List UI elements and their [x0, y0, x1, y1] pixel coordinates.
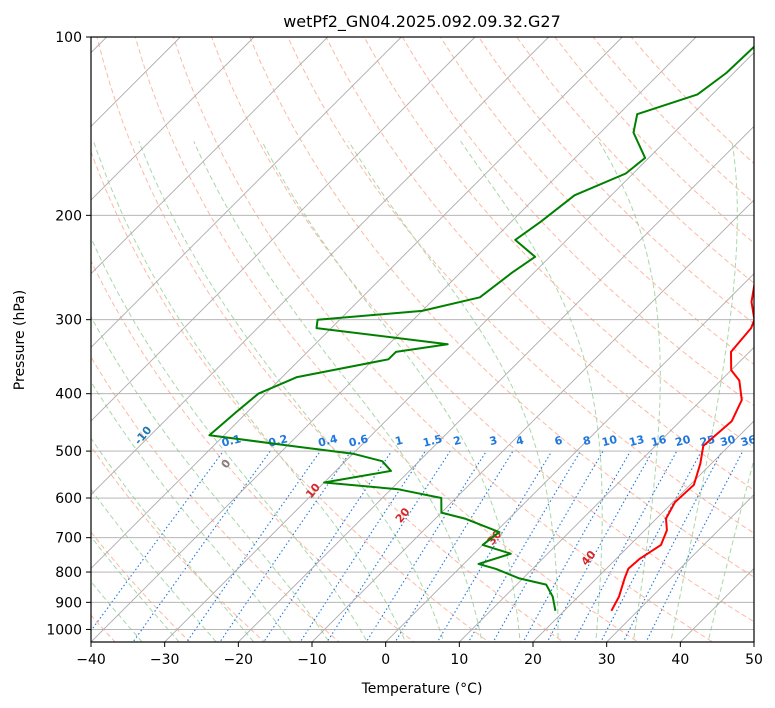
moist-adiabat — [91, 236, 368, 642]
chart-title: wetPf2_GN04.2025.092.09.32.G27 — [283, 12, 561, 32]
dry-adiabat — [363, 37, 754, 449]
y-tick-label: 100 — [55, 30, 82, 46]
mixing-ratio-label: 10 — [601, 433, 619, 449]
y-tick-label: 900 — [55, 595, 82, 611]
mixing-ratio-label: 16 — [650, 433, 668, 449]
y-tick-label: 600 — [55, 491, 82, 507]
mixing-ratio-label: 20 — [674, 433, 692, 449]
x-tick-label: −30 — [150, 652, 180, 668]
x-tick-label: 30 — [598, 652, 616, 668]
mixing-ratio-label: 36 — [739, 433, 757, 449]
y-tick-label: 700 — [55, 531, 82, 547]
moist-adiabat — [138, 141, 445, 642]
x-tick-label: −10 — [297, 652, 327, 668]
moist-adiabat — [91, 380, 292, 642]
moist-adiabat — [348, 141, 559, 642]
mixing-ratio-label: 30 — [719, 433, 737, 449]
y-tick-label: 200 — [55, 208, 82, 224]
x-tick-label: 0 — [381, 652, 390, 668]
dewpoint-profile-line — [208, 45, 754, 611]
isotherm — [91, 37, 328, 275]
mixing-ratio-label: 1 — [394, 434, 405, 448]
dry-adiabat — [134, 37, 639, 642]
x-tick-label: 20 — [524, 652, 542, 668]
temperature-profile-line — [610, 281, 754, 612]
plot-frame — [90, 36, 755, 643]
moist-adiabat — [193, 141, 483, 642]
isotherm — [91, 37, 255, 201]
profiles — [208, 45, 754, 612]
isotherm — [91, 37, 623, 569]
mixing-ratio-label: 6 — [553, 434, 564, 449]
y-tick-label: 300 — [55, 313, 82, 329]
isotherm — [91, 37, 549, 496]
moist-adiabat — [93, 141, 407, 642]
dry-adiabat — [249, 37, 754, 578]
x-tick-label: −20 — [224, 652, 254, 668]
moist-adiabat — [460, 141, 603, 642]
y-axis-ticks: 100 200 300 400 500 600 700 800 900 1000 — [46, 30, 91, 638]
x-tick-label: 40 — [671, 652, 689, 668]
dry-adiabat — [516, 37, 754, 284]
dry-adiabat — [91, 259, 415, 642]
isotherm — [91, 37, 402, 348]
x-tick-label: 10 — [450, 652, 468, 668]
mixing-ratio-label: 0.4 — [317, 432, 339, 449]
isotherm — [311, 199, 754, 642]
mixing-ratio-label: 4 — [515, 434, 526, 449]
dry-adiabat — [91, 531, 191, 642]
mixing-ratio-label: 1.5 — [422, 432, 444, 449]
mixing-ratio-label: 2 — [452, 434, 463, 448]
isotherm — [91, 37, 476, 422]
isotherm — [532, 420, 754, 642]
moist-adiabat — [707, 457, 754, 642]
y-tick-label: 400 — [55, 387, 82, 403]
y-tick-label: 1000 — [46, 622, 82, 638]
y-tick-label: 500 — [55, 444, 82, 460]
mixing-ratio-label: 8 — [582, 434, 593, 448]
isotherm — [164, 52, 754, 642]
background-lines — [91, 37, 754, 642]
y-tick-label: 800 — [55, 565, 82, 581]
x-axis-label: Temperature (°C) — [361, 681, 483, 697]
isotherm — [459, 346, 754, 642]
x-tick-label: 50 — [745, 652, 763, 668]
isotherm — [606, 494, 754, 642]
dry-adiabat — [478, 37, 754, 325]
x-axis-ticks: −40 −30 −20 −10 0 10 20 30 40 50 — [76, 642, 763, 668]
mixing-ratio-label: 13 — [628, 433, 646, 449]
isotherm — [91, 37, 697, 642]
y-axis-label: Pressure (hPa) — [12, 290, 28, 390]
mixing-ratio-label: 0.6 — [348, 432, 370, 449]
mixing-ratio-label: 3 — [488, 434, 499, 448]
dry-adiabat — [172, 37, 714, 642]
dry-adiabat — [96, 37, 565, 642]
dry-adiabat — [401, 37, 754, 407]
moist-adiabat — [261, 141, 521, 642]
x-tick-label: −40 — [76, 652, 106, 668]
moist-adiabat — [91, 437, 255, 642]
dry-adiabat — [91, 445, 266, 642]
isotherm — [238, 125, 754, 642]
moist-adiabat — [670, 141, 738, 642]
